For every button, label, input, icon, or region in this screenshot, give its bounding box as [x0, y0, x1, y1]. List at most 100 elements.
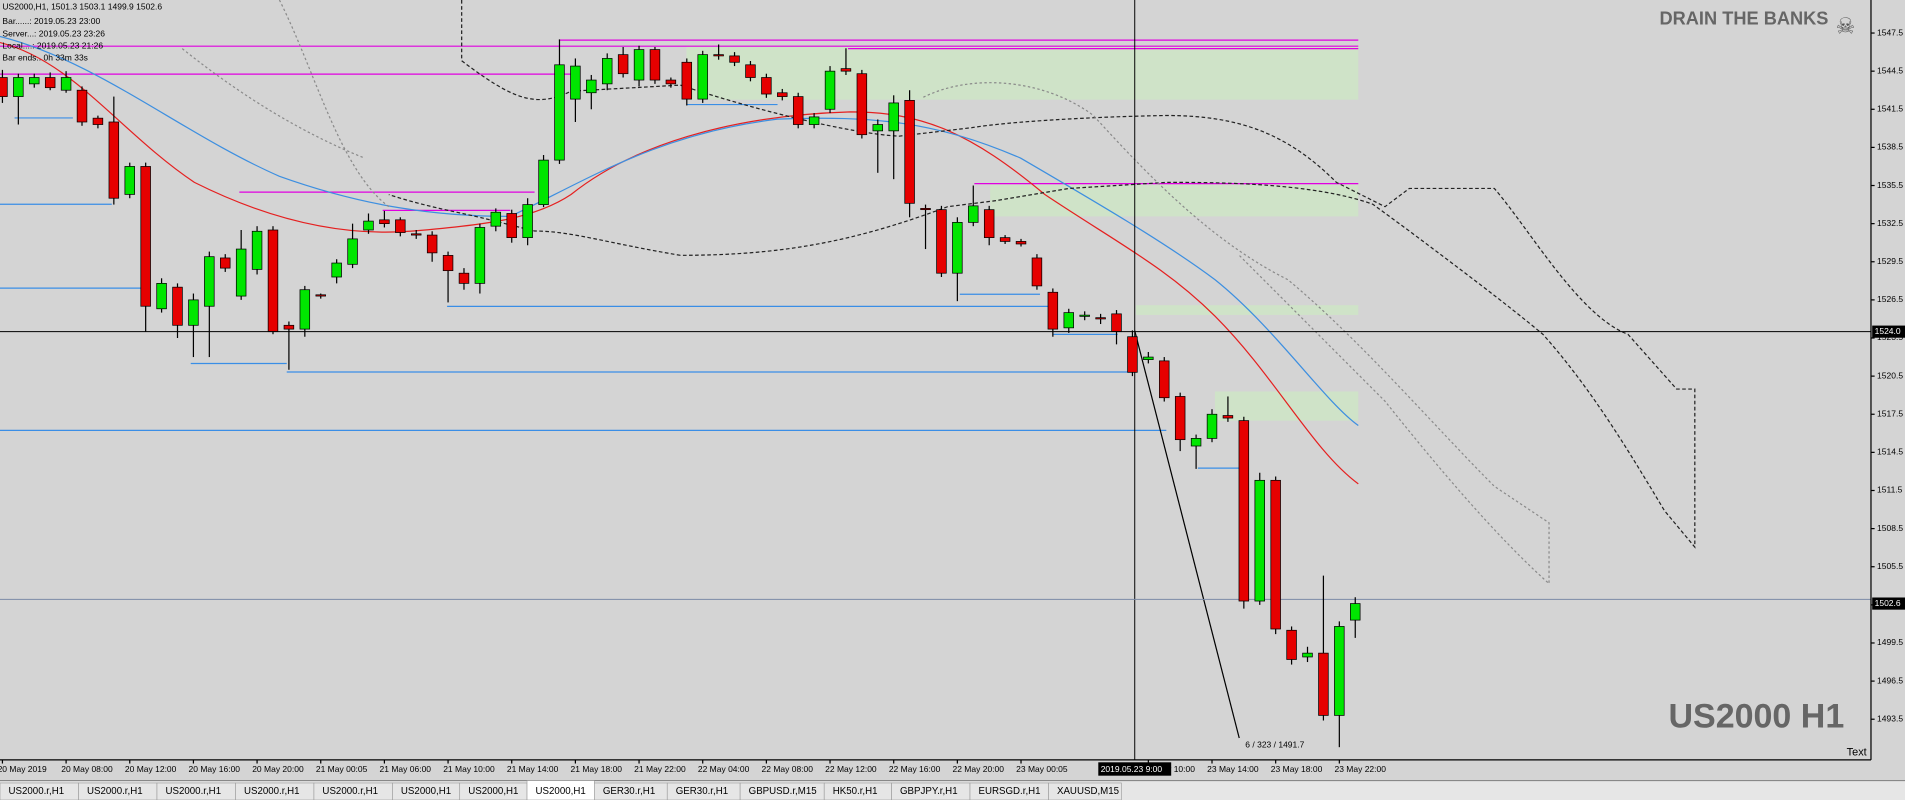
y-tick-label: 1529.5 — [1877, 256, 1903, 266]
candle-body — [1254, 479, 1265, 602]
y-tick-label: 1535.5 — [1877, 180, 1903, 190]
tab-label: GBPUSD.r,M15 — [749, 786, 817, 797]
tab-label: US2000.r,H1 — [322, 786, 378, 797]
candle-body — [363, 220, 374, 231]
candle-body — [1350, 603, 1361, 621]
candle-body — [204, 256, 215, 307]
tab-label: US2000.r,H1 — [9, 786, 65, 797]
x-tick-label: 21 May 22:00 — [634, 764, 686, 774]
tab[interactable]: US2000.r,H1 — [156, 782, 236, 800]
candle-body — [777, 92, 788, 97]
tab-label: GER30.r,H1 — [603, 786, 655, 797]
candle-body — [60, 77, 72, 91]
support-lines — [0, 103, 1247, 469]
candle-body — [347, 238, 358, 265]
x-tick-label: 23 May 14:00 — [1207, 764, 1259, 774]
tab-label: US2000.r,H1 — [165, 786, 221, 797]
candle-body — [315, 294, 326, 297]
candle-body — [124, 166, 135, 195]
x-tick-label: 20 May 12:00 — [125, 764, 177, 774]
x-tick-label: 20 May 2019 — [0, 764, 47, 774]
candle-body — [1174, 396, 1186, 441]
candle-body — [299, 289, 311, 330]
candle-body — [1031, 257, 1043, 287]
candle-body — [538, 159, 549, 205]
y-tick-label: 1538.5 — [1877, 142, 1903, 152]
x-tick-label: 21 May 00:05 — [316, 764, 368, 774]
candle-body — [379, 219, 390, 225]
x-tick-label: 21 May 10:00 — [443, 764, 495, 774]
candle-body — [331, 262, 342, 278]
tab[interactable]: GBPJPY.r,H1 — [891, 782, 971, 800]
candle-body — [426, 234, 438, 254]
tab[interactable]: US2000,H1 — [459, 782, 528, 800]
zone — [990, 184, 1359, 217]
tab-label: EURSGD.r,H1 — [978, 786, 1040, 797]
bid-label: 1502.6 — [1875, 598, 1901, 608]
y-tick-label: 1544.5 — [1877, 65, 1903, 75]
candle-body — [1206, 413, 1218, 439]
candle-body — [936, 209, 947, 274]
x-tick-label: 23 May 22:00 — [1334, 764, 1386, 774]
candle-body — [1111, 313, 1122, 333]
candle-body — [522, 204, 533, 238]
candle-body — [554, 64, 565, 161]
tab[interactable]: US2000.r,H1 — [313, 782, 393, 800]
candles — [0, 39, 1361, 748]
info-line: Server...: 2019.05.23 23:26 — [2, 28, 105, 38]
y-tick-label: 1547.5 — [1877, 27, 1903, 37]
candle-body — [601, 58, 613, 85]
candle-body — [29, 77, 40, 85]
candle-body — [888, 102, 899, 132]
candle-body — [745, 64, 756, 78]
candle-body — [792, 96, 804, 125]
tab[interactable]: US2000.r,H1 — [235, 782, 315, 800]
candle-body — [1143, 356, 1154, 360]
tab-label: GBPJPY.r,H1 — [900, 786, 958, 797]
info-line: Local....: 2019.05.23 21:26 — [2, 40, 103, 50]
candle-body — [713, 54, 724, 57]
tab[interactable]: US2000,H1 — [392, 782, 461, 800]
tab-background — [1048, 782, 1122, 800]
candle-body — [0, 77, 8, 97]
tab-label: US2000,H1 — [468, 786, 518, 797]
bid-box — [1872, 597, 1905, 610]
candle-body — [697, 54, 708, 100]
candle-body — [1270, 479, 1281, 630]
tab[interactable]: US2000.r,H1 — [78, 782, 158, 800]
candle-body — [968, 205, 979, 223]
candle-body — [411, 233, 422, 236]
y-tick-label: 1526.5 — [1877, 294, 1903, 304]
tab-label: US2000.r,H1 — [244, 786, 300, 797]
tab[interactable]: GBPUSD.r,M15 — [739, 782, 825, 800]
candle-body — [442, 255, 454, 272]
crosshair-price-label: 1524.0 — [1875, 326, 1901, 336]
tab[interactable]: XAUUSD,M15 — [1048, 782, 1122, 800]
decorations — [0, 0, 1871, 760]
tab[interactable]: GER30.r,H1 — [594, 782, 668, 800]
tab[interactable]: US2000.r,H1 — [0, 782, 79, 800]
y-tick-label: 1541.5 — [1877, 104, 1903, 114]
candle-body — [251, 230, 263, 270]
tab-label: US2000,H1 — [536, 786, 586, 797]
zone — [1214, 391, 1359, 421]
tab[interactable]: US2000,H1 — [526, 780, 595, 800]
y-tick-label: 1511.5 — [1877, 485, 1903, 495]
skull-icon: ☠ — [1836, 14, 1856, 39]
x-tick-label: 20 May 16:00 — [189, 764, 241, 774]
ichimoku-lines — [181, 0, 1550, 585]
ma-fast — [0, 41, 1359, 485]
tab-label: XAUUSD,M15 — [1057, 786, 1119, 797]
candle-body — [570, 65, 581, 100]
candle-body — [808, 116, 820, 125]
crosshair-price-box — [1872, 325, 1905, 338]
candle-body — [458, 272, 470, 284]
candle-body — [1095, 317, 1106, 320]
tab[interactable]: HK50.r,H1 — [823, 782, 892, 800]
tab[interactable]: EURSGD.r,H1 — [969, 782, 1049, 800]
tab[interactable]: GER30.r,H1 — [666, 782, 741, 800]
watermark: US2000 H1 — [1668, 698, 1844, 736]
annotation: 6 / 323 / 1491.7 — [1245, 740, 1304, 750]
candle-body — [761, 77, 772, 95]
